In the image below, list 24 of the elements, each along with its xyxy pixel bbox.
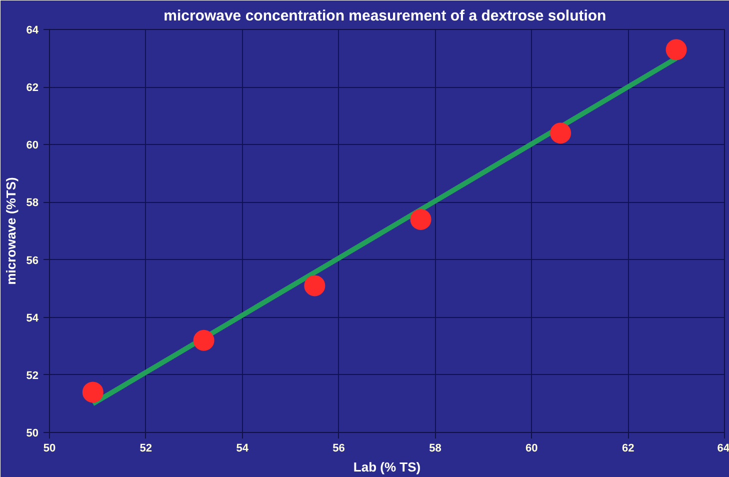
y-tick-label: 62 (26, 82, 39, 94)
point (550, 122, 572, 144)
y-tick-label: 64 (26, 24, 40, 36)
point (82, 382, 104, 403)
x-tick-label: 52 (140, 442, 152, 454)
y-tick-label: 50 (26, 428, 39, 440)
y-tick-label: 58 (26, 197, 39, 210)
y-tick-label: 60 (26, 140, 39, 152)
point (304, 275, 326, 296)
x-tick-label: 56 (332, 442, 345, 454)
y-tick-label: 56 (26, 254, 39, 267)
x-tick-label: 62 (622, 442, 634, 454)
x-tick-label: 50 (43, 442, 56, 454)
point (410, 209, 432, 230)
y-tick-label: 52 (26, 370, 39, 382)
point (666, 39, 687, 60)
x-tick-label: 58 (429, 442, 442, 454)
point (193, 330, 214, 351)
x-tick-label: 60 (526, 442, 538, 454)
x-axis-title: Lab (% TS) (353, 460, 421, 474)
y-tick-label: 54 (26, 312, 40, 324)
x-tick-label: 54 (236, 442, 250, 454)
y-axis-title: microwave (%TS) (3, 177, 18, 285)
chart-title: microwave concentration measurement of a dextrose solution (164, 8, 606, 24)
